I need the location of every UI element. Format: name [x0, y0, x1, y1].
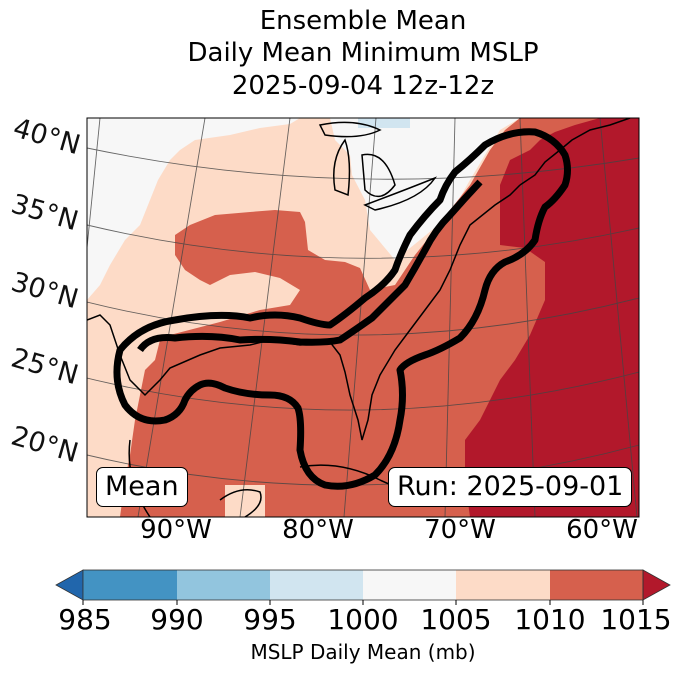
parallel-25n	[87, 371, 639, 411]
mslp-contour	[113, 128, 571, 490]
lake-superior	[318, 121, 382, 138]
chart-title-line-2: Daily Mean Minimum MSLP	[187, 38, 539, 68]
colorbar-bin-990-995	[177, 570, 270, 600]
meridian-80w	[343, 118, 377, 517]
colorbar-bin-1005-1010	[456, 570, 550, 600]
mslp-contour-inner	[137, 179, 483, 353]
meridian-70w	[519, 118, 536, 517]
lon-label-80w: 80°W	[282, 515, 354, 545]
colorbar-tick-label: 990	[150, 603, 204, 636]
lake-huron	[361, 153, 396, 198]
lake-michigan	[333, 138, 351, 197]
gulf-coast	[87, 184, 521, 441]
lon-label-60w: 60°W	[566, 515, 638, 545]
lon-label-70w: 70°W	[424, 515, 496, 545]
yucatan	[219, 489, 262, 517]
colorbar-tick-label: 1000	[327, 603, 399, 636]
colorbar	[55, 569, 671, 605]
map-panel	[87, 118, 639, 517]
colorbar-tick-label: 985	[58, 603, 112, 636]
field-995-1000	[358, 118, 410, 128]
meridian-75w	[444, 118, 456, 517]
colorbar-bin-1010-1015	[550, 570, 643, 600]
northeast-coast	[519, 118, 631, 186]
parallel-35n	[87, 224, 639, 259]
colorbar-bin-995-1000	[270, 570, 363, 600]
meridian-65w	[599, 118, 638, 517]
colorbar-tick-label: 1010	[514, 603, 586, 636]
run-date-badge: Run: 2025-09-01	[388, 467, 633, 507]
chart-title-line-3: 2025-09-04 12z-12z	[231, 71, 495, 101]
lon-label-90w: 90°W	[140, 515, 212, 545]
colorbar-bin-1000-1005	[363, 570, 456, 600]
colorbar-bin-985-990	[83, 570, 177, 600]
parallel-30n	[87, 297, 639, 336]
colorbar-ticks	[82, 600, 644, 605]
colorbar-tick-label: 1005	[420, 603, 492, 636]
map-frame	[86, 117, 640, 518]
meridian-95w	[87, 118, 101, 253]
colorbar-extend-high	[642, 569, 671, 601]
chart-title-line-1: Ensemble Mean	[259, 6, 467, 36]
colorbar-label: MSLP Daily Mean (mb)	[250, 640, 476, 664]
colorbar-tick-label: 995	[243, 603, 297, 636]
colorbar-tick-label: 1015	[600, 603, 672, 636]
mean-badge: Mean	[96, 467, 188, 507]
lake-erie	[363, 176, 438, 211]
parallel-40n	[87, 147, 639, 180]
colorbar-extend-low	[55, 569, 84, 601]
